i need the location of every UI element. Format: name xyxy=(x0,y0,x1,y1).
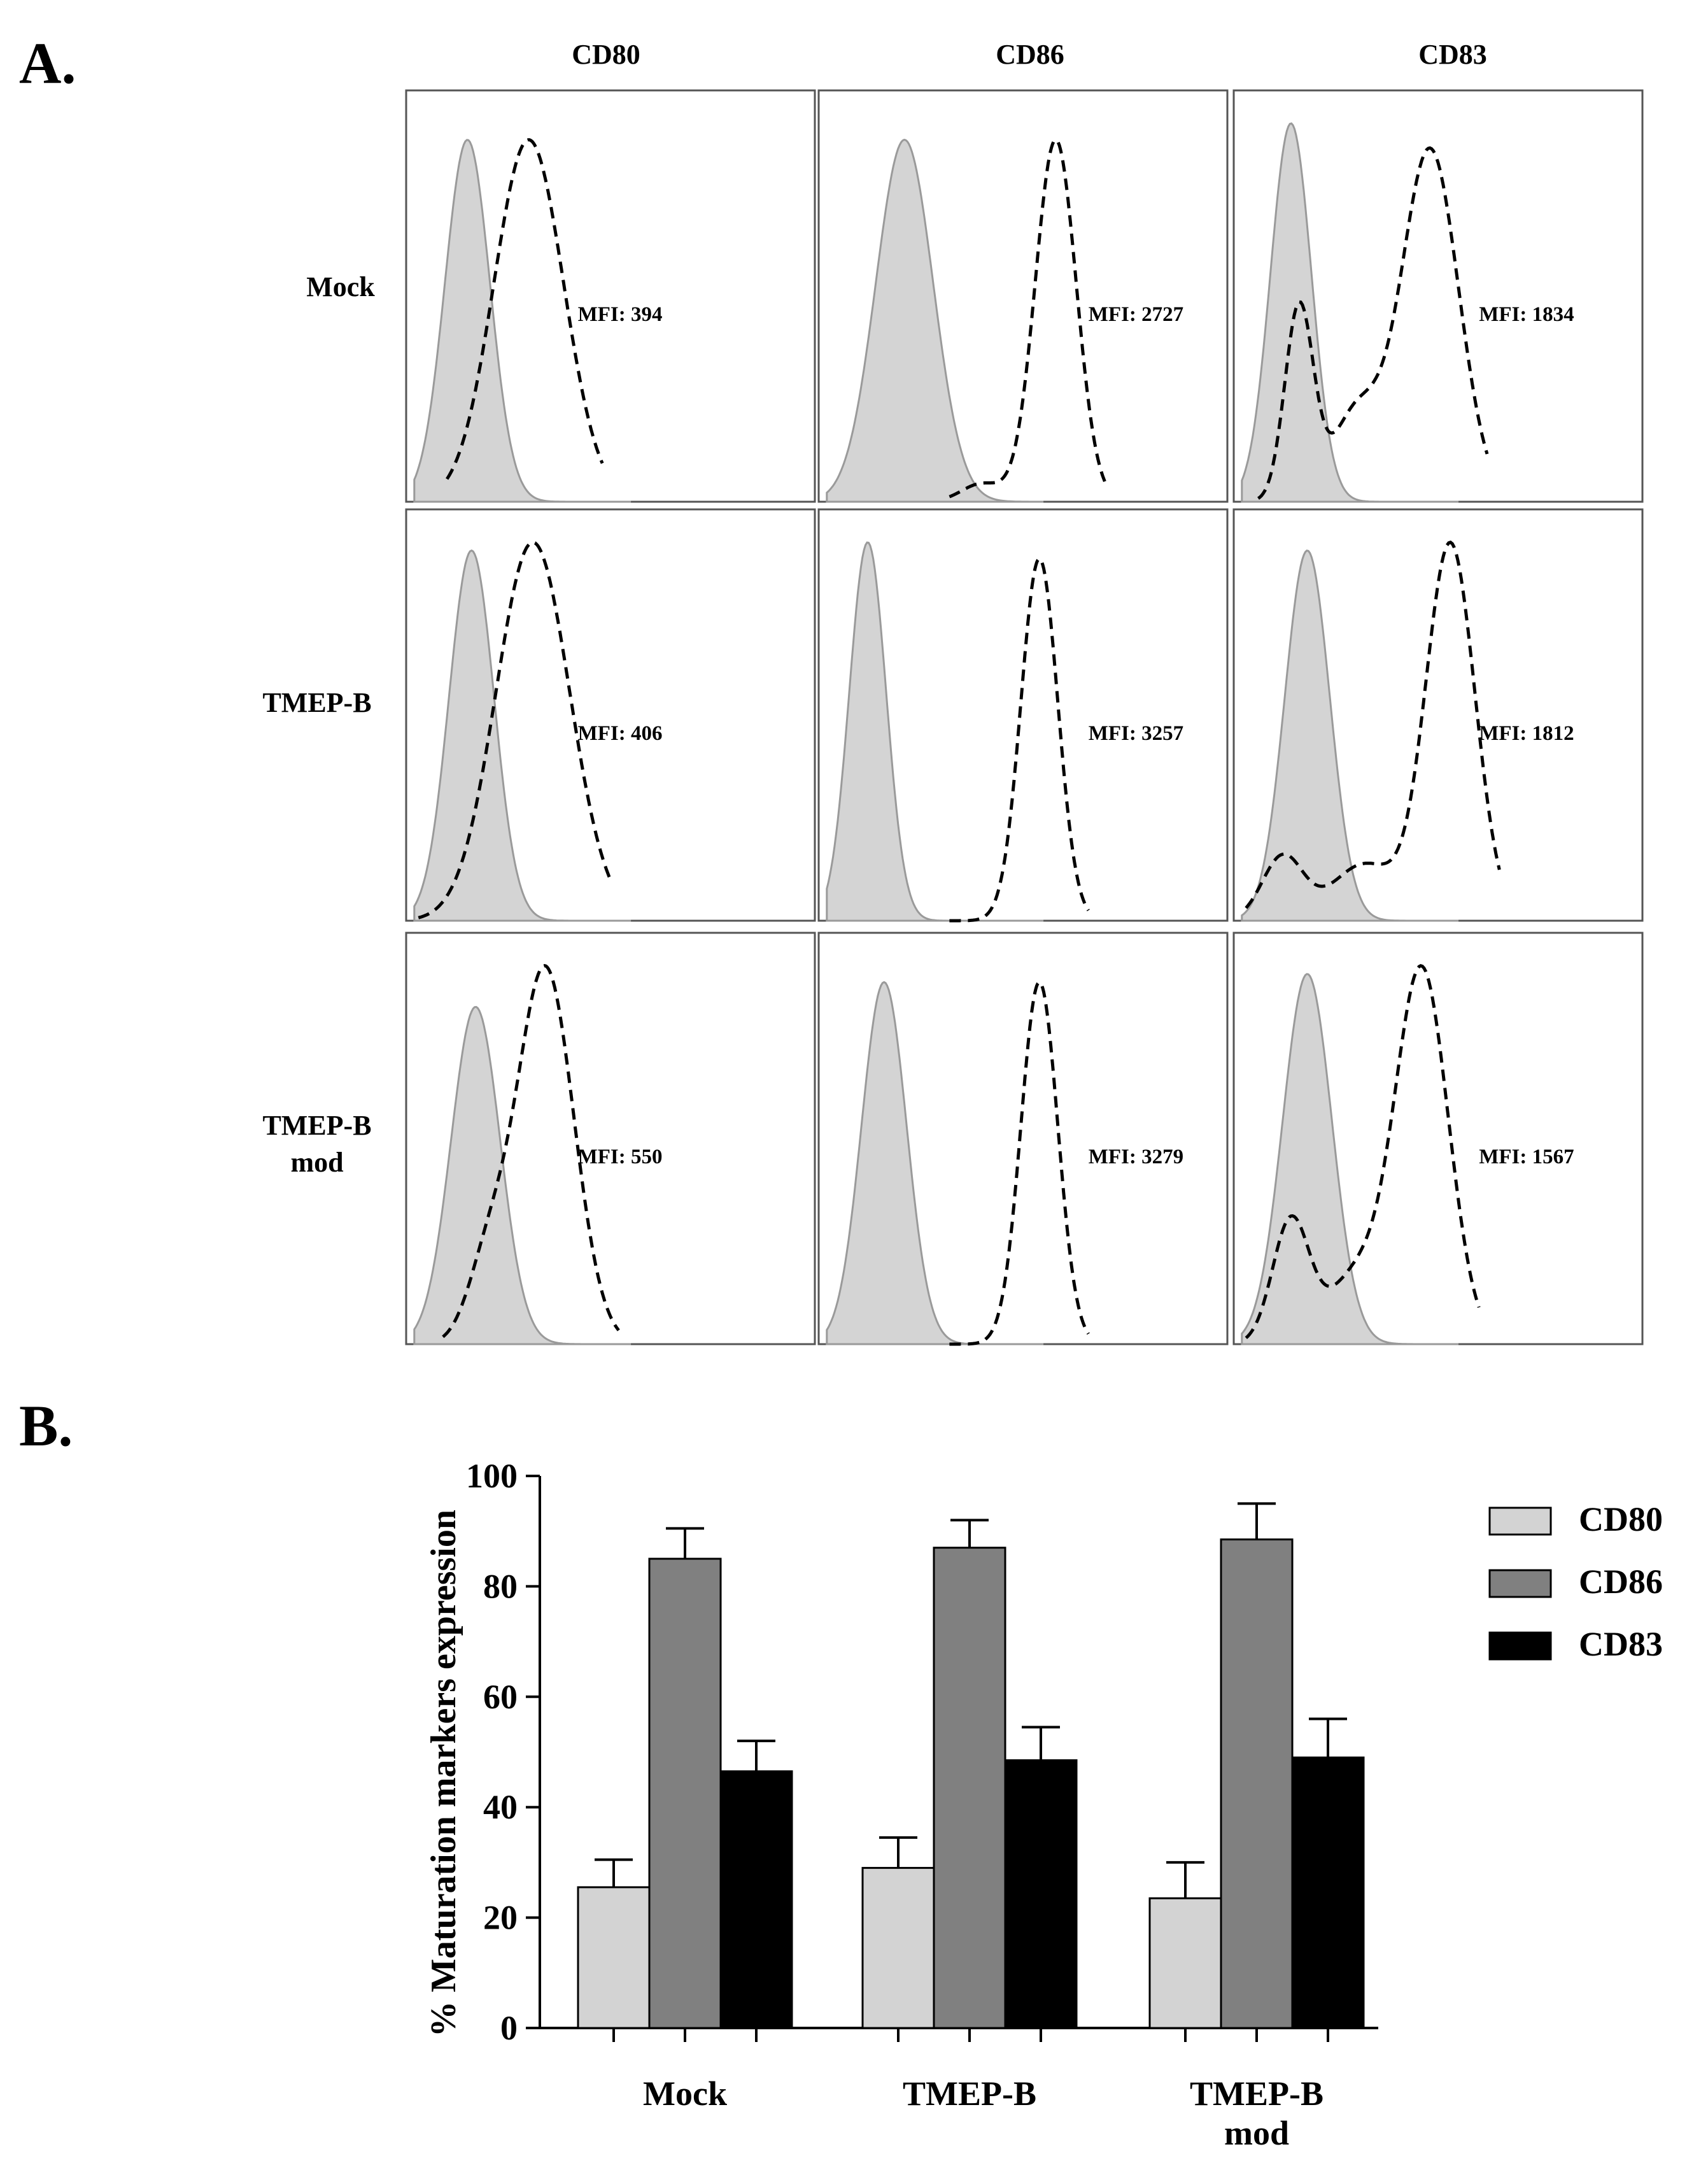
y-tick-label: 60 xyxy=(483,1678,518,1716)
stained-histogram xyxy=(1245,964,1481,1340)
column-header-cd80: CD80 xyxy=(572,39,640,70)
histogram-cell-tmep-b-mod-cd83: MFI: 1567 xyxy=(1232,932,1644,1345)
legend-swatch-cd80 xyxy=(1488,1507,1552,1536)
legend-swatch-cd86 xyxy=(1488,1569,1552,1598)
histogram-cell-mock-cd83: MFI: 1834 xyxy=(1232,89,1644,503)
bar-cd80-0 xyxy=(577,1886,651,2029)
histogram-cell-mock-cd80: MFI: 394 xyxy=(405,89,816,503)
y-tick-label: 40 xyxy=(483,1788,518,1826)
legend: CD80 CD86 CD83 xyxy=(1488,1500,1663,1663)
legend-swatch-cd83 xyxy=(1488,1631,1552,1661)
x-category-label: TMEP-B xyxy=(1190,2074,1323,2113)
legend-label-cd86: CD86 xyxy=(1579,1563,1663,1601)
mfi-label: MFI: 1812 xyxy=(1479,722,1574,745)
histogram-grid: CD80 CD86 CD83 Mock TMEP-B TMEP-B mod MF… xyxy=(262,39,1644,1346)
bar-cd86-0 xyxy=(648,1557,722,2029)
histogram-cell-tmep-b-cd83: MFI: 1812 xyxy=(1232,508,1644,922)
isotype-histogram xyxy=(1241,122,1459,503)
isotype-histogram xyxy=(1241,973,1459,1345)
stained-histogram xyxy=(1245,540,1501,909)
row-label-tmep-b: TMEP-B xyxy=(262,687,371,718)
x-category-label: TMEP-B xyxy=(903,2074,1036,2113)
mfi-label: MFI: 3257 xyxy=(1089,722,1183,745)
y-tick-label: 0 xyxy=(500,2009,518,2047)
column-header-cd86: CD86 xyxy=(996,39,1064,70)
stained-histogram xyxy=(949,557,1090,923)
isotype-histogram xyxy=(826,541,1044,922)
isotype-histogram xyxy=(413,549,632,922)
mfi-label: MFI: 1834 xyxy=(1479,303,1574,326)
isotype-histogram xyxy=(826,981,1044,1345)
mfi-label: MFI: 550 xyxy=(578,1145,663,1168)
mfi-label: MFI: 1567 xyxy=(1479,1145,1574,1168)
y-tick-label: 100 xyxy=(466,1457,518,1495)
bar-cd86-1 xyxy=(933,1547,1006,2029)
bar-cd80-2 xyxy=(1148,1897,1222,2029)
bar-cd86-2 xyxy=(1220,1538,1294,2029)
isotype-histogram xyxy=(413,1005,632,1345)
x-category-label: mod xyxy=(1224,2114,1289,2152)
bar-cd83-2 xyxy=(1291,1756,1365,2029)
column-header-cd83: CD83 xyxy=(1418,39,1487,70)
histogram-cells: MFI: 394 MFI: 2727 MFI: 1834 MFI: 406 MFI: 3… xyxy=(405,89,1644,1346)
row-label-tmep-b-mod-line1: TMEP-B xyxy=(262,1110,371,1141)
panel-b-label: B. xyxy=(19,1393,73,1458)
y-tick-label: 80 xyxy=(483,1567,518,1605)
histogram-cell-tmep-b-mod-cd80: MFI: 550 xyxy=(405,932,816,1345)
mfi-label: MFI: 3279 xyxy=(1089,1145,1183,1168)
row-label-tmep-b-mod-line2: mod xyxy=(290,1147,343,1178)
mfi-label: MFI: 394 xyxy=(578,303,663,326)
mfi-label: MFI: 406 xyxy=(578,722,663,745)
x-category-label: Mock xyxy=(643,2074,727,2113)
stained-histogram xyxy=(446,138,604,480)
stained-histogram xyxy=(418,541,612,919)
bar-cd80-1 xyxy=(861,1867,935,2029)
stained-histogram xyxy=(949,981,1090,1346)
bar-cd83-0 xyxy=(719,1770,793,2029)
y-axis-title: % Maturation markers expression xyxy=(424,1510,463,2037)
bar-cd83-1 xyxy=(1004,1759,1078,2029)
isotype-histogram xyxy=(413,139,632,503)
bar-chart: % Maturation markers expression 0 20 40 60 8… xyxy=(424,1457,1663,2152)
histogram-cell-tmep-b-cd80: MFI: 406 xyxy=(405,508,816,922)
histogram-cell-mock-cd86: MFI: 2727 xyxy=(817,89,1229,503)
stained-histogram xyxy=(1257,146,1489,500)
histogram-cell-tmep-b-cd86: MFI: 3257 xyxy=(817,508,1229,923)
bars xyxy=(577,1502,1365,2029)
y-tick-label: 20 xyxy=(483,1899,518,1937)
stained-histogram xyxy=(949,138,1106,499)
isotype-histogram xyxy=(826,138,1044,503)
legend-label-cd83: CD83 xyxy=(1579,1625,1663,1663)
histogram-cell-tmep-b-mod-cd86: MFI: 3279 xyxy=(817,932,1229,1346)
row-label-mock: Mock xyxy=(306,271,375,302)
legend-label-cd80: CD80 xyxy=(1579,1500,1663,1538)
panel-a-label: A. xyxy=(19,31,76,96)
mfi-label: MFI: 2727 xyxy=(1089,303,1183,326)
y-axis: 0 20 40 60 80 100 xyxy=(466,1457,541,2047)
